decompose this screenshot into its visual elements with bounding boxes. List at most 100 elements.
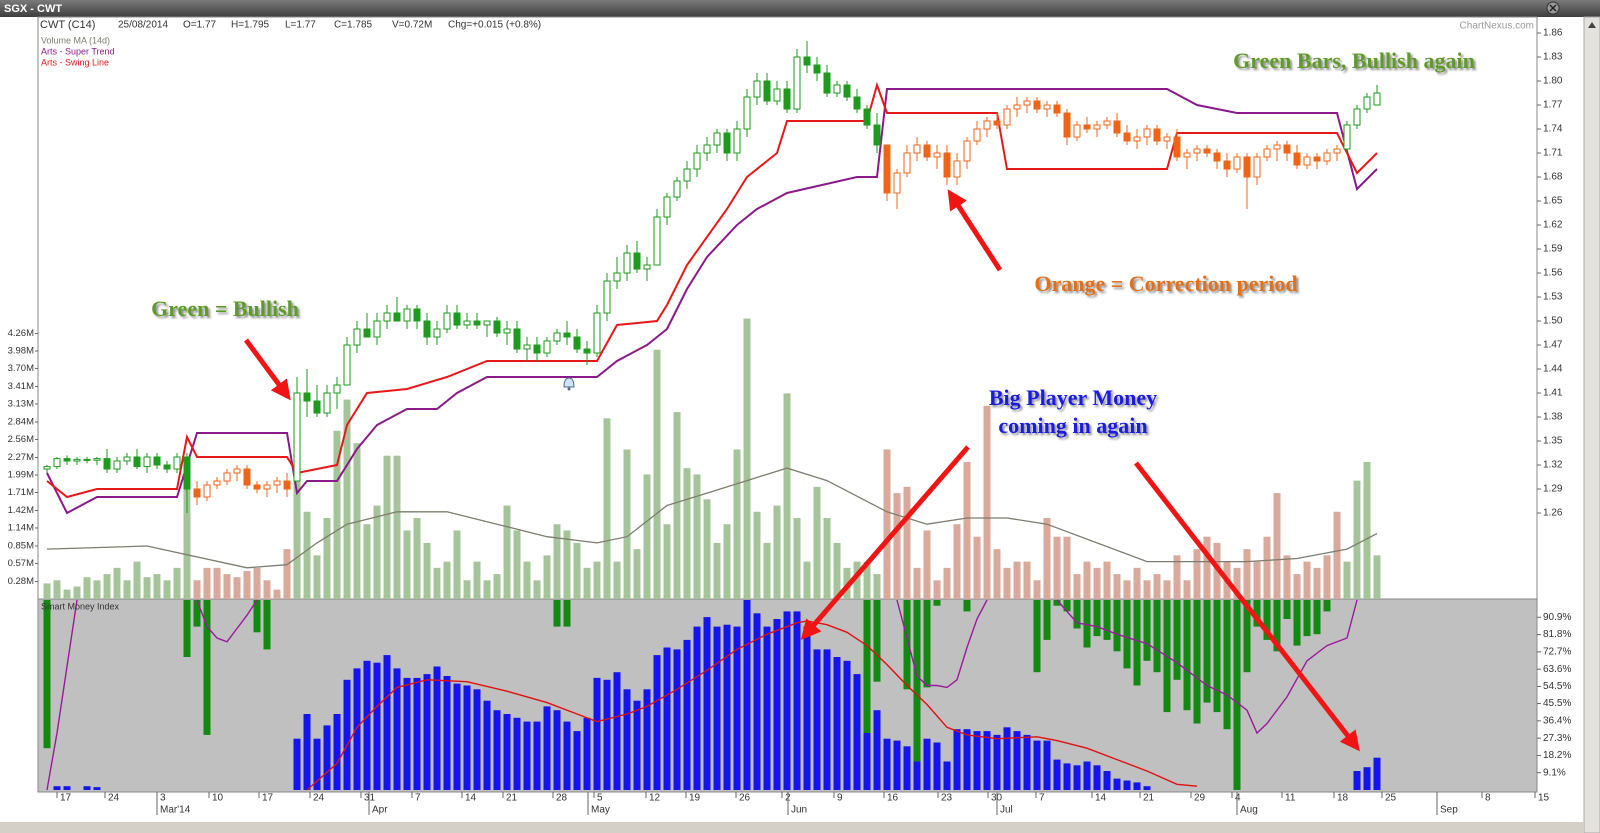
smi-bar [1253, 600, 1261, 627]
candle-body [53, 458, 61, 468]
candle-body [993, 120, 1001, 126]
arrow [800, 445, 970, 641]
smi-bar [983, 731, 991, 790]
arrow [243, 338, 291, 401]
smi-bar [1153, 600, 1161, 673]
smi-bar [1143, 786, 1151, 790]
candle-body [1203, 148, 1211, 154]
candle-body [1353, 108, 1361, 126]
smi-bar [663, 647, 671, 790]
smi-bar [1363, 767, 1371, 790]
candle-body [623, 252, 631, 274]
volume-bar [693, 474, 701, 599]
y-tick-label: 1.80 [1543, 76, 1563, 87]
y-tick-label: 1.26 [1543, 508, 1563, 519]
smi-bar [1113, 778, 1121, 790]
y-tick-label: 1.32 [1543, 460, 1563, 471]
volume-bar [603, 418, 611, 599]
smi-bar [633, 700, 641, 790]
volume-bar [893, 493, 901, 599]
info-row: CWT (C14) 25/08/2014 O=1.77 H=1.795 L=1.… [40, 19, 1534, 32]
smi-bar [603, 679, 611, 790]
volume-bar [133, 561, 141, 599]
smi-bar [1143, 600, 1151, 661]
y-tick-label: 1.68 [1543, 172, 1563, 183]
arrow [1134, 461, 1360, 752]
volume-bar [663, 524, 671, 599]
smi-bar [1043, 740, 1051, 790]
candle-body [1043, 104, 1051, 110]
volume-bar [763, 542, 771, 599]
candle-body [933, 152, 941, 158]
smi-bar [1233, 600, 1241, 790]
smi-bar [303, 714, 311, 790]
volume-ma [46, 467, 1378, 569]
month-label: Mar'14 [160, 805, 191, 816]
smi-bar [93, 787, 101, 790]
candle-body [303, 392, 311, 402]
smi-bar [1133, 600, 1141, 686]
candle-body [273, 480, 281, 486]
y-tick-label: 3.98M [8, 346, 34, 357]
smi-bar [943, 761, 951, 790]
candle-body [763, 80, 771, 102]
scrollbar[interactable] [1583, 16, 1600, 833]
candle-body [163, 464, 171, 470]
volume-bar [873, 574, 881, 599]
volume-bar [573, 542, 581, 599]
candle-body [663, 196, 671, 218]
annotation: coming in again [998, 413, 1147, 438]
y-tick-label: 0.57M [8, 558, 34, 569]
candle-body [123, 456, 131, 462]
volume-bar [623, 449, 631, 599]
smi-bar [1303, 600, 1311, 637]
smi-bar [863, 600, 871, 733]
candle-body [323, 392, 331, 414]
candle-body [513, 328, 521, 350]
month-label: Aug [1240, 805, 1258, 816]
smi-layer [43, 599, 1381, 791]
candle-body [913, 144, 921, 154]
candle-body [943, 152, 951, 178]
candle-body [1083, 124, 1091, 130]
candle-body [1343, 124, 1351, 150]
volume-bar [423, 542, 431, 599]
smi-bar [743, 600, 751, 790]
x-tick-label: 21 [1143, 793, 1155, 804]
candle-body [103, 458, 111, 470]
smi-bar [1123, 600, 1131, 669]
volume-bar [1093, 567, 1101, 599]
volume-bar [1373, 555, 1381, 599]
volume-bar [83, 577, 91, 599]
volume-bar [243, 570, 251, 599]
smi-bar [473, 689, 481, 790]
smi-bar [773, 619, 781, 790]
volume-bar [303, 511, 311, 599]
candle-body [963, 140, 971, 162]
x-tick-label: 11 [1285, 793, 1296, 804]
y-tick-label: 1.14M [8, 522, 34, 533]
volume-bar [773, 505, 781, 599]
month-label: Apr [372, 805, 388, 816]
candle-body [173, 456, 181, 470]
candle-body [1073, 124, 1081, 138]
smi-bar [793, 611, 801, 790]
y-tick-label: 54.5% [1543, 681, 1571, 692]
candle-body [953, 160, 961, 178]
candle-body [1133, 136, 1141, 142]
smi-bar [933, 600, 941, 606]
candle-body [1023, 100, 1031, 106]
volume-bar [833, 542, 841, 599]
annotation: Green Bars, Bullish again [1233, 48, 1475, 73]
smi-bar [653, 655, 661, 790]
candle-body [433, 328, 441, 338]
candle-body [583, 348, 591, 354]
smi-bar [933, 742, 941, 790]
smi-bar [1033, 600, 1041, 673]
smi-bar [383, 655, 391, 790]
volume-bar [653, 349, 661, 599]
y-tick-label: 1.29 [1543, 484, 1563, 495]
close: C=1.785 [334, 20, 373, 31]
volume-bar [1003, 567, 1011, 599]
y-tick-label: 36.4% [1543, 715, 1571, 726]
